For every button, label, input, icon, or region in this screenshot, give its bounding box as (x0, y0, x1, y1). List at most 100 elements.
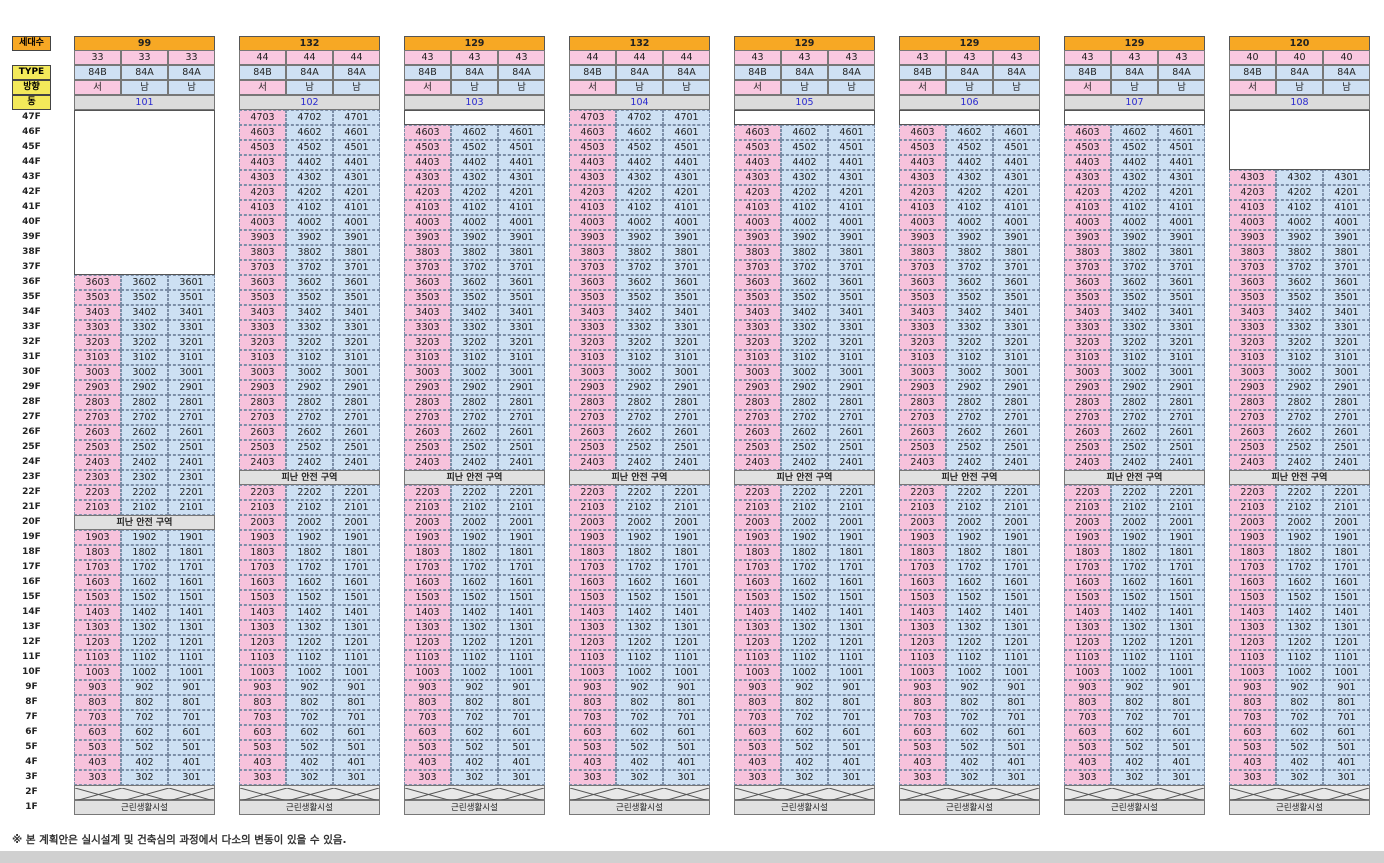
unit-type: 84A (333, 65, 380, 80)
unit-direction: 서 (239, 80, 286, 95)
unit-number: 501 (1158, 740, 1205, 755)
unit-number: 1103 (239, 650, 286, 665)
unit-number: 2703 (569, 410, 616, 425)
unit-number: 3201 (1323, 335, 1370, 350)
unit-number: 3801 (828, 245, 875, 260)
unit-number: 802 (1111, 695, 1158, 710)
unit-number: 2603 (239, 425, 286, 440)
unit-number: 603 (734, 725, 781, 740)
unit-number: 1903 (569, 530, 616, 545)
unit-number: 401 (1158, 755, 1205, 770)
unit-number: 3002 (451, 365, 498, 380)
unit-number: 4602 (451, 125, 498, 140)
unit-number: 601 (663, 725, 710, 740)
unit-number: 1602 (286, 575, 333, 590)
unit-number: 403 (404, 755, 451, 770)
unit-number: 4003 (569, 215, 616, 230)
unit-number: 1902 (121, 530, 168, 545)
unit-number: 3101 (333, 350, 380, 365)
unit-number: 1803 (899, 545, 946, 560)
unit-number: 3602 (616, 275, 663, 290)
unit-number: 3701 (1158, 260, 1205, 275)
unit-number: 3701 (993, 260, 1040, 275)
unit-number: 4302 (616, 170, 663, 185)
unit-number: 4503 (239, 140, 286, 155)
unit-number: 502 (1111, 740, 1158, 755)
floor-label: 26F (22, 427, 41, 437)
unit-number: 4002 (781, 215, 828, 230)
unit-number: 1301 (828, 620, 875, 635)
unit-number: 2501 (993, 440, 1040, 455)
unit-number: 2702 (286, 410, 333, 425)
unit-number: 4002 (946, 215, 993, 230)
unit-number: 1701 (498, 560, 545, 575)
unit-number: 3503 (1064, 290, 1111, 305)
unit-number: 2203 (404, 485, 451, 500)
unit-number: 2002 (1276, 515, 1323, 530)
building-total-households: 129 (404, 36, 545, 51)
unit-number: 2403 (899, 455, 946, 470)
unit-number: 801 (1323, 695, 1370, 710)
unit-number: 4103 (404, 200, 451, 215)
unit-number: 2103 (569, 500, 616, 515)
building-total-households: 132 (239, 36, 380, 51)
unit-number: 3202 (1111, 335, 1158, 350)
unit-number: 303 (899, 770, 946, 785)
unit-number: 2202 (616, 485, 663, 500)
floor-label: 45F (22, 142, 41, 152)
unit-number: 1101 (168, 650, 215, 665)
unit-number: 3801 (663, 245, 710, 260)
unit-number: 4502 (286, 140, 333, 155)
unit-number: 3501 (333, 290, 380, 305)
unit-number: 1303 (239, 620, 286, 635)
unit-number: 2503 (569, 440, 616, 455)
empty-floor-area (74, 110, 215, 275)
unit-number: 4602 (781, 125, 828, 140)
line-household-count: 44 (569, 50, 616, 65)
unit-number: 1102 (286, 650, 333, 665)
unit-number: 2203 (1064, 485, 1111, 500)
unit-number: 301 (498, 770, 545, 785)
unit-number: 503 (1229, 740, 1276, 755)
unit-number: 2902 (1276, 380, 1323, 395)
unit-number: 1903 (239, 530, 286, 545)
unit-number: 1103 (569, 650, 616, 665)
unit-number: 2702 (121, 410, 168, 425)
unit-number: 2901 (993, 380, 1040, 395)
unit-number: 903 (1229, 680, 1276, 695)
unit-number: 501 (663, 740, 710, 755)
unit-number: 1003 (1064, 665, 1111, 680)
unit-number: 3701 (663, 260, 710, 275)
unit-number: 802 (781, 695, 828, 710)
line-household-count: 33 (121, 50, 168, 65)
unit-number: 3201 (828, 335, 875, 350)
unit-number: 4302 (946, 170, 993, 185)
unit-number: 1101 (993, 650, 1040, 665)
unit-number: 1003 (404, 665, 451, 680)
building-total-households: 120 (1229, 36, 1370, 51)
unit-number: 2801 (333, 395, 380, 410)
unit-number: 1202 (1111, 635, 1158, 650)
unit-number: 401 (333, 755, 380, 770)
unit-number: 2103 (1064, 500, 1111, 515)
unit-number: 3403 (404, 305, 451, 320)
unit-number: 602 (1276, 725, 1323, 740)
unit-number: 3003 (74, 365, 121, 380)
unit-number: 3802 (1111, 245, 1158, 260)
unit-number: 3303 (239, 320, 286, 335)
unit-number: 1302 (121, 620, 168, 635)
unit-number: 3503 (899, 290, 946, 305)
unit-number: 1403 (1229, 605, 1276, 620)
unit-number: 4602 (946, 125, 993, 140)
unit-number: 3902 (946, 230, 993, 245)
unit-number: 1101 (663, 650, 710, 665)
unit-number: 503 (734, 740, 781, 755)
unit-number: 402 (1276, 755, 1323, 770)
unit-number: 3703 (569, 260, 616, 275)
unit-number: 3803 (899, 245, 946, 260)
unit-number: 3001 (168, 365, 215, 380)
unit-number: 2801 (663, 395, 710, 410)
unit-number: 3901 (1323, 230, 1370, 245)
unit-number: 2203 (74, 485, 121, 500)
unit-number: 3802 (616, 245, 663, 260)
